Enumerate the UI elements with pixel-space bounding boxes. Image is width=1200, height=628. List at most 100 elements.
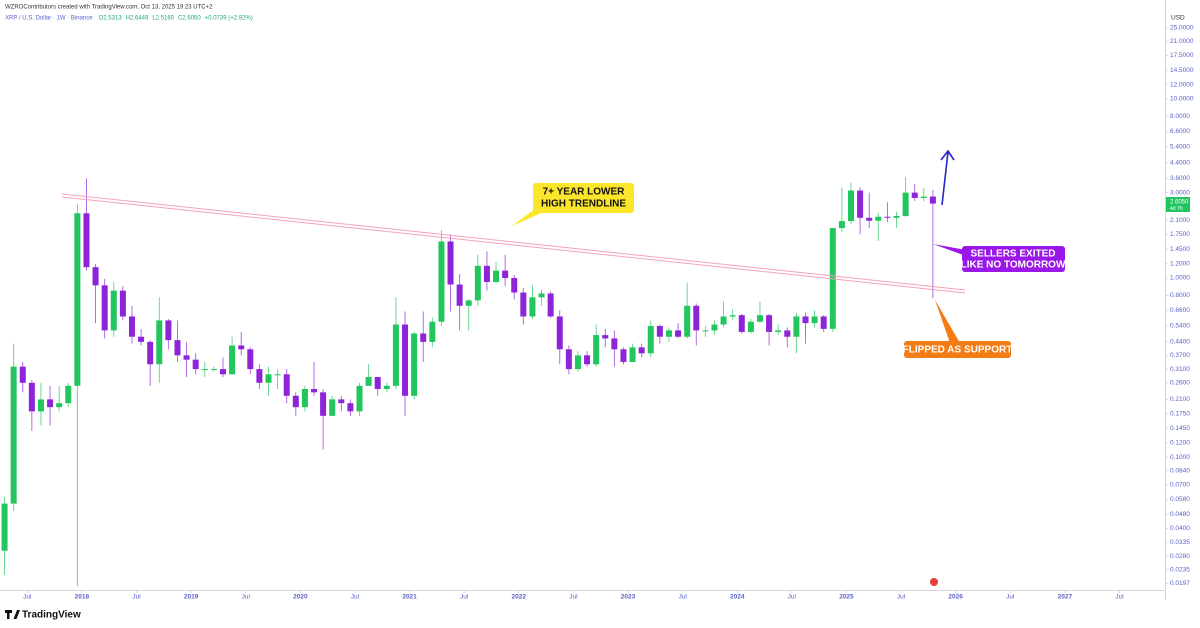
annotation-box bbox=[904, 341, 1011, 358]
y-tick-label: 0.0197 bbox=[1170, 580, 1190, 587]
y-tick-label: 0.5400 bbox=[1170, 323, 1190, 330]
x-tick-label: 2024 bbox=[730, 594, 745, 601]
event-icon bbox=[930, 578, 938, 586]
candle-body bbox=[538, 293, 545, 298]
candle-body bbox=[110, 290, 117, 331]
candle-body bbox=[802, 316, 809, 324]
y-tick-label: 3.6000 bbox=[1170, 175, 1190, 182]
candle-body bbox=[893, 216, 900, 218]
candle-body bbox=[747, 321, 754, 332]
candle-body bbox=[1, 503, 8, 551]
candle-body bbox=[210, 369, 217, 371]
candle-body bbox=[884, 216, 891, 218]
candle-body bbox=[138, 336, 145, 342]
candle-body bbox=[301, 389, 308, 408]
candle-body bbox=[520, 292, 527, 317]
candle-body bbox=[74, 213, 81, 386]
candle-body bbox=[411, 333, 418, 396]
y-tick-label: 0.0700 bbox=[1170, 482, 1190, 489]
candle-body bbox=[629, 347, 636, 362]
candle-body bbox=[92, 267, 99, 286]
candle-body bbox=[119, 290, 126, 317]
y-tick-label: 0.6600 bbox=[1170, 307, 1190, 314]
candle-body bbox=[47, 399, 54, 408]
candle-body bbox=[183, 355, 190, 360]
y-tick-label: 1.2000 bbox=[1170, 261, 1190, 268]
price-tag bbox=[1166, 197, 1190, 212]
candle-body bbox=[602, 335, 609, 339]
candle-body bbox=[329, 399, 336, 416]
candle-body bbox=[65, 385, 72, 404]
candle-body bbox=[584, 355, 591, 365]
candle-body bbox=[28, 382, 35, 412]
y-tick-label: 0.0280 bbox=[1170, 553, 1190, 560]
y-tick-label: 14.5000 bbox=[1170, 67, 1194, 74]
y-tick-label: 0.3700 bbox=[1170, 352, 1190, 359]
y-tick-label: 10.0000 bbox=[1170, 96, 1194, 103]
trendline bbox=[61, 193, 966, 291]
y-tick-label: 1.7500 bbox=[1170, 231, 1190, 238]
candle-body bbox=[456, 284, 463, 306]
candle-body bbox=[19, 366, 26, 383]
x-tick-label: Jul bbox=[569, 594, 578, 601]
candle-body bbox=[238, 345, 245, 350]
candle-body bbox=[702, 330, 709, 332]
y-tick-label: 3.0000 bbox=[1170, 189, 1190, 196]
y-tick-label: 2.1000 bbox=[1170, 217, 1190, 224]
x-tick-label: 2027 bbox=[1058, 594, 1073, 601]
candle-body bbox=[493, 270, 500, 283]
candle-body bbox=[647, 325, 654, 354]
candle-body bbox=[10, 366, 17, 504]
brand: TradingView bbox=[22, 610, 81, 621]
candle-body bbox=[247, 349, 254, 370]
y-tick-label: 21.0000 bbox=[1170, 38, 1194, 45]
candle-body bbox=[483, 265, 490, 283]
x-tick-label: Jul bbox=[1006, 594, 1015, 601]
candle-body bbox=[838, 221, 845, 229]
x-tick-label: 2025 bbox=[839, 594, 854, 601]
y-tick-label: 4.4000 bbox=[1170, 160, 1190, 167]
candle-body bbox=[911, 192, 918, 198]
candle-body bbox=[147, 341, 154, 365]
candle-body bbox=[265, 374, 272, 383]
x-tick-label: Jul bbox=[897, 594, 906, 601]
candle-body bbox=[547, 293, 554, 317]
candle-body bbox=[201, 369, 208, 371]
candle-body bbox=[392, 324, 399, 386]
candle-body bbox=[283, 374, 290, 396]
y-tick-label: 0.0580 bbox=[1170, 496, 1190, 503]
x-tick-label: 2019 bbox=[184, 594, 199, 601]
brand-logo bbox=[5, 610, 20, 619]
y-tick-label: 1.0000 bbox=[1170, 275, 1190, 282]
ohlc-value: C2.6050 bbox=[178, 16, 201, 22]
candle-body bbox=[56, 403, 63, 408]
callout-pointer bbox=[935, 300, 960, 343]
x-tick-label: Jul bbox=[678, 594, 687, 601]
candle-body bbox=[638, 347, 645, 354]
y-tick-label: 6.6000 bbox=[1170, 128, 1190, 135]
x-tick-label: 2023 bbox=[621, 594, 636, 601]
candle-body bbox=[420, 333, 427, 342]
x-tick-label: Jul bbox=[132, 594, 141, 601]
x-tick-label: Jul bbox=[351, 594, 360, 601]
candle-body bbox=[775, 330, 782, 332]
price-tag-countdown: 4d 7h bbox=[1170, 206, 1183, 212]
y-tick-label: 0.0335 bbox=[1170, 539, 1190, 546]
annotation-text: 7+ YEAR LOWER bbox=[543, 187, 626, 198]
candle-body bbox=[574, 355, 581, 370]
candle-body bbox=[347, 403, 354, 412]
candle-body bbox=[256, 369, 263, 383]
price-tag-value: 2.6050 bbox=[1170, 200, 1189, 206]
y-tick-label: 1.4500 bbox=[1170, 246, 1190, 253]
candle-body bbox=[219, 369, 226, 375]
candle-body bbox=[438, 241, 445, 322]
candle-body bbox=[338, 399, 345, 404]
annotation-text: HIGH TRENDLINE bbox=[541, 199, 626, 210]
y-tick-label: 0.2600 bbox=[1170, 380, 1190, 387]
arrow bbox=[940, 149, 955, 206]
y-tick-label: 0.0235 bbox=[1170, 566, 1190, 573]
y-tick-label: 0.3100 bbox=[1170, 366, 1190, 373]
candle-body bbox=[174, 340, 181, 356]
ohlc-value: O2.5313 bbox=[99, 16, 123, 22]
